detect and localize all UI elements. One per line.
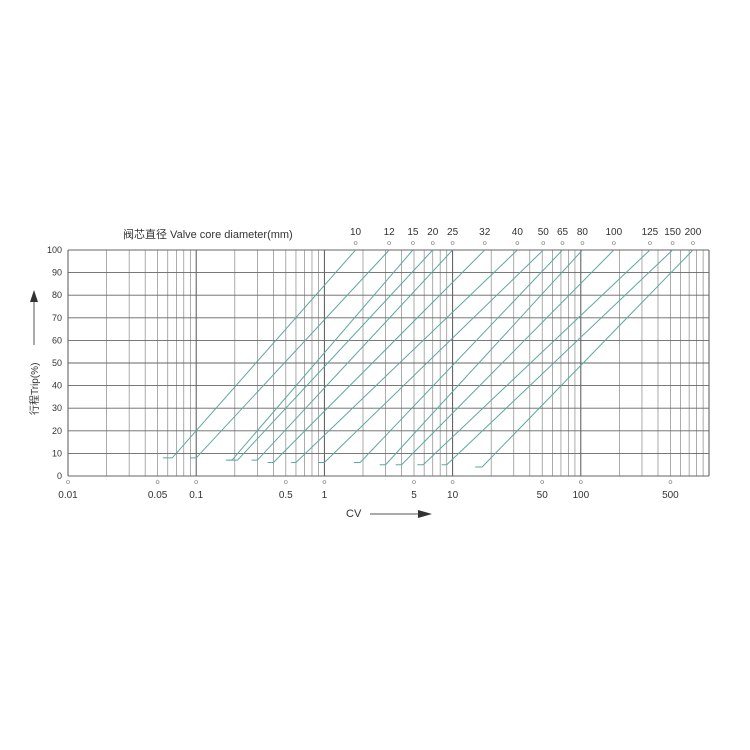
diameter-marker xyxy=(387,241,391,245)
x-tick-label: 0.05 xyxy=(148,490,168,501)
diameter-label: 125 xyxy=(642,227,659,238)
diameter-label: 80 xyxy=(577,227,589,238)
x-axis-label: CV xyxy=(346,508,362,520)
series-line xyxy=(267,249,486,463)
y-tick-label: 70 xyxy=(52,313,62,323)
y-tick-label: 50 xyxy=(52,358,62,368)
diameter-marker xyxy=(515,241,520,245)
x-tick-label: 0.5 xyxy=(279,490,293,501)
diameter-label: 12 xyxy=(384,227,396,238)
diameter-marker xyxy=(691,241,695,245)
series-line xyxy=(190,249,390,459)
series-line xyxy=(251,249,453,461)
x-tick-marker xyxy=(194,480,198,484)
y-tick-label: 60 xyxy=(52,335,62,345)
diameter-marker xyxy=(560,241,565,245)
series-line xyxy=(162,249,356,459)
diameter-label: 15 xyxy=(407,227,419,238)
y-tick-label: 10 xyxy=(52,448,62,458)
y-tick-label: 80 xyxy=(52,290,62,300)
diameter-marker xyxy=(411,241,415,245)
x-tick-marker xyxy=(540,480,545,484)
x-tick-marker xyxy=(155,480,160,484)
diameter-marker xyxy=(612,241,616,245)
diameter-label: 65 xyxy=(557,227,569,238)
y-tick-label: 40 xyxy=(52,381,62,391)
diameter-marker xyxy=(353,241,358,245)
y-axis-label: 行程Trip(%) xyxy=(28,363,41,415)
x-axis-arrowhead-icon xyxy=(418,510,432,518)
y-tick-label: 90 xyxy=(52,268,62,278)
diameter-marker xyxy=(670,241,675,245)
grid xyxy=(67,249,710,477)
x-tick-label: 1 xyxy=(322,490,328,501)
x-tick-label: 0.01 xyxy=(58,490,78,501)
y-tick-label: 20 xyxy=(52,426,62,436)
series-line xyxy=(395,249,615,466)
diameter-label: 100 xyxy=(605,227,622,238)
diameter-label: 20 xyxy=(427,227,439,238)
series-line xyxy=(353,249,563,463)
diameter-label: 10 xyxy=(350,227,362,238)
x-tick-label: 5 xyxy=(411,490,417,501)
diameter-marker xyxy=(430,241,435,245)
diameter-marker xyxy=(541,241,546,245)
series-line xyxy=(225,249,414,461)
x-tick-label: 10 xyxy=(447,490,459,501)
x-tick-label: 50 xyxy=(537,490,549,501)
x-tick-marker xyxy=(668,480,673,484)
diameter-label: 40 xyxy=(512,227,524,238)
series-line xyxy=(291,249,518,463)
diameter-label: 200 xyxy=(685,227,702,238)
x-tick-marker xyxy=(66,480,70,484)
diameter-marker xyxy=(450,241,455,245)
series-line xyxy=(475,249,694,468)
x-tick-marker xyxy=(412,480,416,484)
x-tick-marker xyxy=(284,480,288,484)
y-tick-label: 0 xyxy=(57,471,62,481)
x-tick-label: 100 xyxy=(572,490,589,501)
x-tick-label: 500 xyxy=(662,490,679,501)
series-line xyxy=(417,249,651,466)
y-tick-label: 100 xyxy=(47,245,62,255)
y-tick-label: 30 xyxy=(52,403,62,413)
diameter-marker xyxy=(648,241,652,245)
series-line xyxy=(379,249,583,466)
diameter-label: 25 xyxy=(447,227,459,238)
series-line xyxy=(441,249,673,466)
x-tick-marker xyxy=(578,480,583,484)
diameter-label: 150 xyxy=(664,227,681,238)
diameter-label: 32 xyxy=(479,227,491,238)
x-tick-label: 0.1 xyxy=(189,490,203,501)
chart-title: 阀芯直径 Valve core diameter(mm) xyxy=(123,227,293,241)
x-tick-marker xyxy=(322,480,327,484)
diameter-marker xyxy=(580,241,585,245)
diameter-marker xyxy=(482,241,487,245)
y-axis-arrowhead-icon xyxy=(30,290,38,302)
series-line xyxy=(318,249,544,463)
series-line xyxy=(228,249,434,461)
x-tick-marker xyxy=(450,480,455,484)
series-lines xyxy=(162,249,694,468)
diameter-label: 50 xyxy=(538,227,550,238)
